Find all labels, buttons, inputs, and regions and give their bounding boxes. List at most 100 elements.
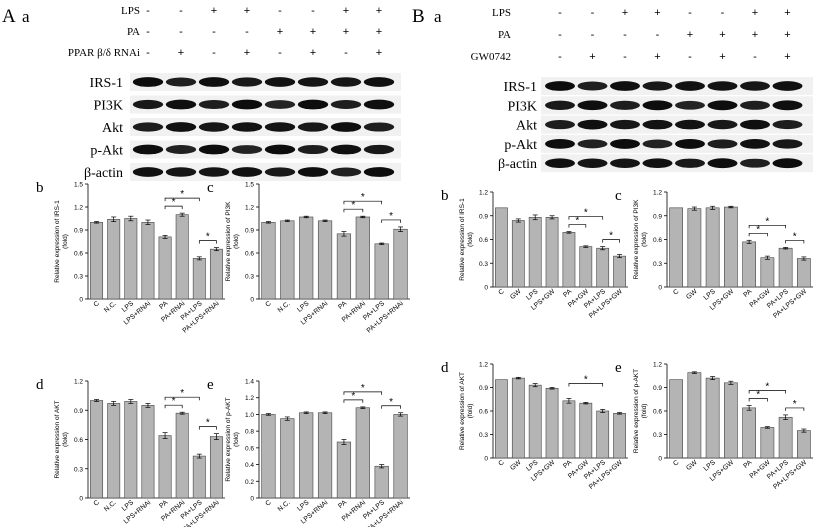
treatment-sign: - [146,26,150,38]
bar [760,427,775,459]
protein-band [545,100,575,110]
y-tick-label: 0.9 [653,213,662,220]
band-label: PI3K [507,99,537,114]
x-tick-label: C [264,300,272,309]
protein-band [231,122,263,132]
protein-band [740,119,770,130]
y-tick-label: 0 [79,297,83,304]
y-tick-label: 1.5 [74,182,83,189]
bar [107,218,121,300]
significance-bracket [381,219,401,223]
significance-star: * [351,391,355,402]
bar [562,400,576,459]
y-tick-label: 0.6 [653,409,662,416]
y-tick-label: 0.3 [74,466,83,473]
treatment-sign: + [211,5,217,17]
bar [280,220,295,300]
treatment-sign: + [589,51,595,63]
protein-band [132,144,164,155]
y-tick-label: 0.6 [74,437,83,444]
x-tick-label: PA [562,459,573,470]
protein-band [231,99,263,110]
bar [317,412,333,499]
y-tick-label: 0.6 [653,237,662,244]
y-axis-unit: (fold) [467,404,474,419]
y-tick-label: 0.6 [245,445,254,452]
bar [528,384,542,459]
band-label: p-Akt [90,144,123,159]
treatment-sign: - [558,7,562,19]
y-tick-label: 1.2 [479,362,488,369]
significance-bracket [343,399,364,403]
treatment-sign: + [178,47,184,59]
panel-letter-B: B [412,6,425,27]
protein-band [132,77,164,87]
treatment-sign: - [311,5,315,17]
bar [393,414,408,499]
y-tick-label: 0 [79,496,83,503]
y-tick-label: 1.2 [74,205,83,212]
protein-band [772,139,803,149]
significance-star: * [584,374,588,385]
y-tick-label: 1.5 [245,182,254,189]
treatment-label: GW0742 [471,51,511,63]
western-blot-B: LPS - - + + - - + + PA - - - - + + + + GW0742 - + - + - + - + IRS-1… [471,7,813,173]
treatment-sign: - [656,29,660,41]
bar [705,377,720,459]
y-axis-label: Relative expression of IRS-1 [54,200,61,283]
treatment-sign: - [688,7,692,19]
protein-band [610,158,640,168]
significance-bracket [568,383,604,387]
treatment-sign: - [212,26,216,38]
y-tick-label: 1.2 [479,190,488,197]
y-tick-label: 0.4 [245,462,254,469]
bar [107,403,121,499]
bar [613,413,626,459]
bar [141,222,155,300]
significance-star: * [609,231,613,242]
significance-star: * [765,216,769,227]
x-tick-label: C [672,459,680,468]
x-tick-label: PA+LPS+GW [772,288,808,320]
bar [336,233,352,300]
band-label: p-Akt [504,138,537,153]
protein-band [231,167,263,177]
treatment-sign: - [623,29,627,41]
protein-band [363,144,395,155]
protein-band [707,158,738,169]
x-tick-label: PA [562,288,573,299]
bar [90,222,104,300]
significance-star: * [389,397,393,408]
protein-band [132,99,164,110]
protein-band [264,122,296,132]
significance-bracket [568,216,604,220]
protein-band [297,167,329,177]
treatment-sign: + [784,7,790,19]
x-tick-label: C [497,459,505,468]
protein-band [610,138,640,149]
bar [209,248,223,300]
protein-band [740,100,770,110]
bar [90,400,104,499]
significance-bracket [164,205,183,210]
bar [393,228,408,300]
treatment-sign: + [784,51,790,63]
treatment-sign: + [310,47,316,59]
protein-band [363,122,395,132]
y-tick-label: 0.3 [479,432,488,439]
protein-band [577,139,608,149]
protein-band [264,77,296,87]
bar [778,416,793,459]
protein-band [165,145,197,154]
protein-band [264,144,296,155]
significance-star: * [180,189,184,200]
bar [158,236,172,300]
significance-bracket [198,426,217,430]
x-tick-label: N.C. [103,300,118,314]
y-axis-label: Relative expression of p-AKT [633,369,640,453]
protein-band [545,158,575,169]
protein-band [264,167,296,177]
significance-bracket [785,240,805,244]
bar-chart-Ab: b 0 0.3 0.6 0.9 1.2 1.5 Relative expression of … [36,180,225,335]
bar [705,207,720,288]
